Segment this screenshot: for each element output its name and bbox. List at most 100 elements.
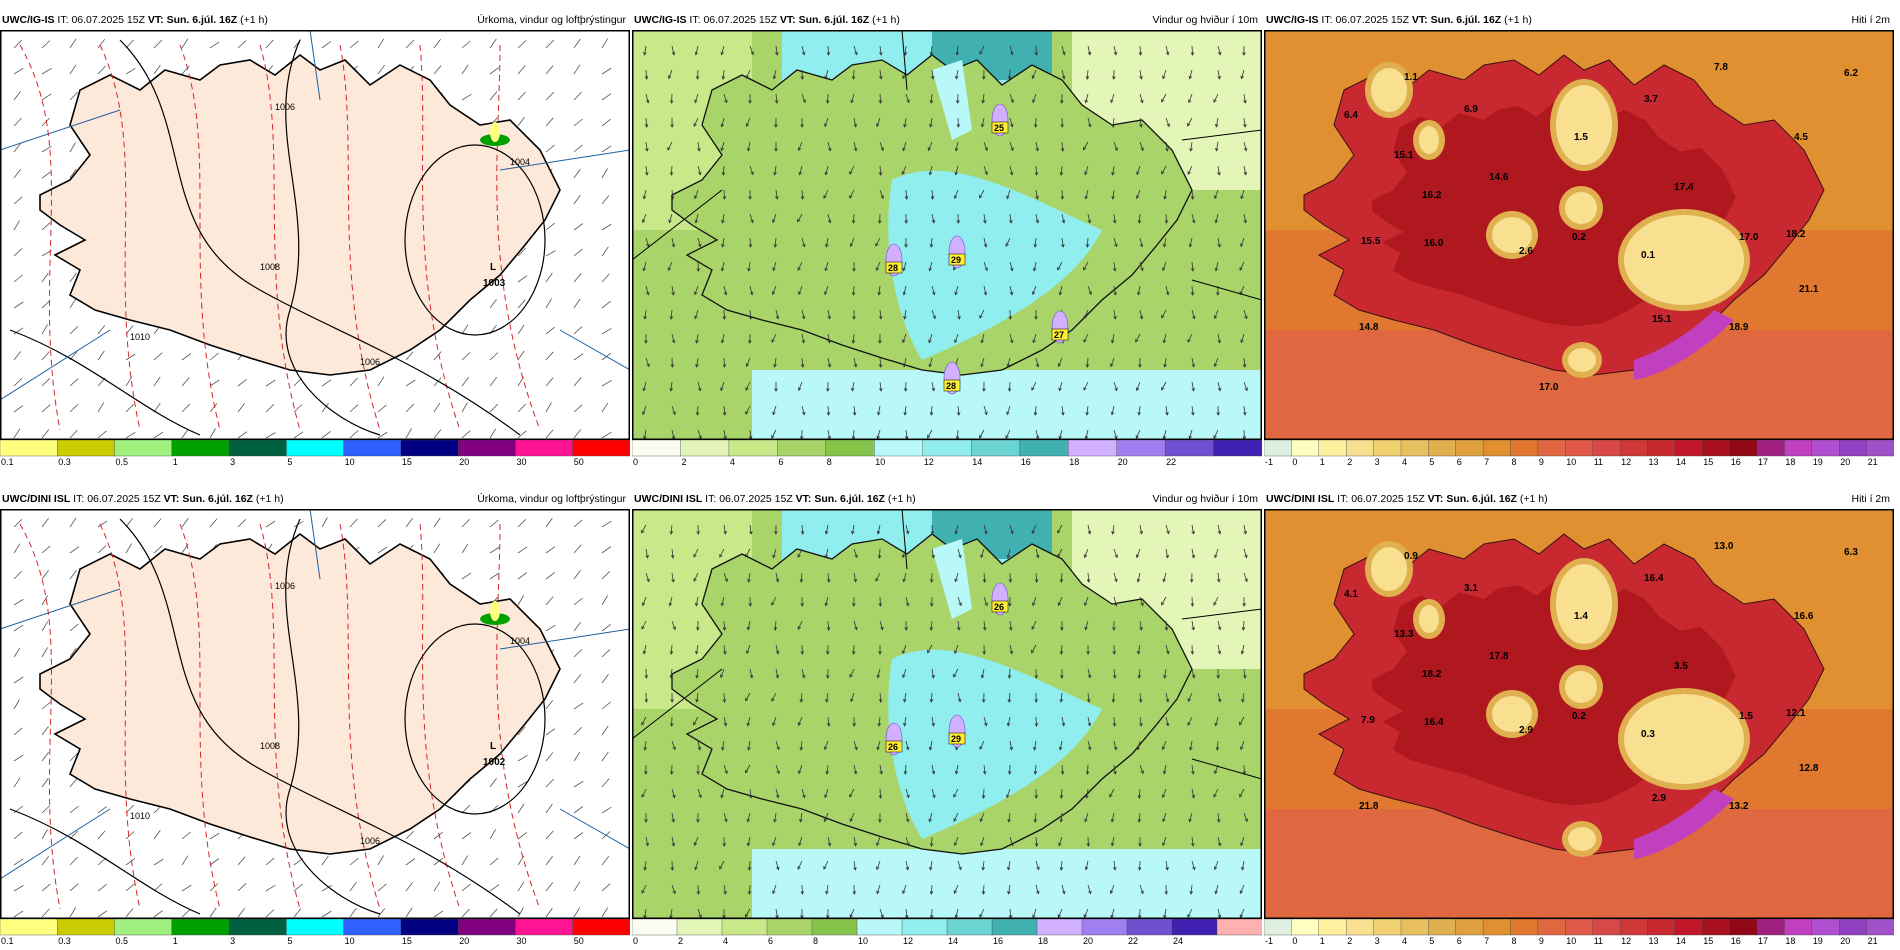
vt-label: VT: — [779, 14, 796, 26]
colorbar-swatch — [1482, 440, 1512, 457]
colorbar-tick-label: 10 — [1566, 457, 1576, 466]
vt-label: VT: — [1427, 493, 1444, 505]
colorbar-swatch — [1811, 919, 1840, 936]
colorbar-tick-label: 11 — [1594, 457, 1603, 466]
isobar-label: 1006 — [275, 581, 295, 591]
temp-label: 21.8 — [1359, 801, 1379, 812]
isobar-label: 1006 — [360, 836, 380, 846]
map-precip[interactable]: 1006 1004 1008 1006 1010 L 1003 — [0, 30, 630, 440]
vt-label: VT: — [163, 493, 180, 505]
isobars — [9, 39, 546, 436]
colorbar-swatch — [1126, 919, 1173, 936]
colorbar-swatch — [0, 919, 58, 936]
colorbar-tick-label: 2 — [682, 457, 687, 466]
gust-max-label: 28 — [888, 263, 898, 273]
vt-value: Sun. 6.júl. 16Z — [182, 493, 253, 505]
it-value: 06.07.2025 15Z — [719, 493, 793, 505]
colorbar-tick-label: 5 — [1429, 936, 1434, 945]
colorbar-tick-label: 18 — [1785, 936, 1795, 945]
colorbar-swatch — [400, 440, 459, 457]
colorbar-tick-label: 20 — [1083, 936, 1093, 945]
map-temp[interactable]: 1.1 7.8 6.2 6.4 6.9 3.7 1.5 4.5 15.1 14.6 16.2 17.4… — [1264, 30, 1894, 440]
colorbar-swatch — [1592, 440, 1621, 457]
colorbar-tick-label: 15 — [402, 457, 412, 466]
colorbar-tick-label: 3 — [230, 457, 235, 466]
colorbar: 0 2 4 6 8 10 12 14 16 18 20 22 24 — [632, 919, 1262, 945]
colorbar-tick-label: 17 — [1758, 457, 1768, 466]
map-wind[interactable]: 25 28 29 27 28 — [632, 30, 1262, 440]
colorbar-swatch — [1619, 440, 1649, 457]
colorbar-tick-label: 1 — [173, 936, 178, 945]
temp-label: 6.9 — [1464, 104, 1478, 115]
colorbar-swatch — [856, 919, 903, 936]
temp-label: 15.1 — [1652, 314, 1672, 325]
colorbar-swatch — [721, 919, 768, 936]
temp-label: 16.0 — [1424, 238, 1444, 249]
colorbar-swatch — [632, 919, 678, 936]
map-precip[interactable]: 1006 1004 1008 1006 1010 L 1002 — [0, 509, 630, 919]
map-frame — [1264, 509, 1894, 919]
colorbar-tick-label: 0 — [633, 936, 638, 945]
colorbar-swatch — [1068, 440, 1118, 457]
colorbar-tick-label: 18 — [1038, 936, 1048, 945]
colorbar-swatch — [1482, 919, 1512, 936]
map-frame — [0, 30, 630, 440]
colorbar-swatch — [1345, 440, 1375, 457]
colorbar-tick-label: 30 — [517, 936, 527, 945]
temp-label: 1.5 — [1739, 711, 1753, 722]
colorbar-tick-label: 0 — [1292, 457, 1297, 466]
colorbar-swatch — [1291, 440, 1320, 457]
colorbar-swatch — [680, 440, 730, 457]
colorbar-tick-label: 50 — [574, 457, 584, 466]
colorbar-swatch — [1811, 440, 1840, 457]
map-temp[interactable]: 0.9 13.0 6.3 4.1 3.1 16.4 1.4 16.6 13.3 17.8 18.2 3… — [1264, 509, 1894, 919]
temp-label: 0.1 — [1641, 250, 1655, 261]
colorbar-swatch — [676, 919, 723, 936]
colorbar-tick-label: 21 — [1868, 936, 1878, 945]
cold-highland — [1556, 85, 1612, 165]
vt-value: Sun. 6.júl. 16Z — [166, 14, 238, 26]
colorbar-tick-label: 12 — [903, 936, 913, 945]
colorbar-tick-label: 20 — [1840, 457, 1850, 466]
gust-max-label: 29 — [951, 734, 961, 744]
colorbar-swatch — [766, 919, 813, 936]
temp-label: 0.2 — [1572, 232, 1586, 243]
colorbar-tick-label: 14 — [948, 936, 958, 945]
colorbar-swatch — [458, 919, 517, 936]
vt-label: VT: — [1411, 14, 1428, 26]
colorbar-tick-label: 8 — [1512, 457, 1517, 466]
colorbar-tick-label: 14 — [1676, 457, 1686, 466]
map-panel-p5: UWC/DINI ISL IT: 06.07.2025 15Z VT: Sun.… — [632, 487, 1262, 947]
temp-label: 7.9 — [1361, 715, 1375, 726]
colorbar-tick-label: 16 — [1021, 457, 1031, 466]
colorbar-swatch — [1619, 919, 1649, 936]
colorbar-tick-label: 22 — [1166, 457, 1176, 466]
temp-label: 17.8 — [1489, 651, 1509, 662]
colorbar-tick-label: 8 — [813, 936, 818, 945]
temp-label: 14.8 — [1359, 322, 1379, 333]
temp-label: 6.3 — [1844, 547, 1858, 558]
temp-label: 16.2 — [1422, 190, 1442, 201]
panel-run-info: UWC/DINI ISL IT: 06.07.2025 15Z VT: Sun.… — [1266, 493, 1548, 505]
colorbar-swatch — [0, 440, 58, 457]
isobars — [9, 518, 546, 915]
cold-highland — [1371, 547, 1407, 591]
cold-highland — [1492, 696, 1532, 732]
colorbar-tick-label: 0.3 — [58, 936, 71, 945]
cold-highland — [1568, 348, 1596, 372]
colorbar-swatch — [811, 919, 858, 936]
cold-highland — [1568, 827, 1596, 851]
lead-time: (+1 h) — [872, 14, 900, 26]
isobar-label: 1004 — [510, 636, 530, 646]
model-name: UWC/IG-IS — [2, 14, 55, 26]
low-pressure-letter: L — [490, 262, 496, 273]
map-frame — [1264, 30, 1894, 440]
lead-time: (+1 h) — [887, 493, 916, 505]
colorbar-tick-label: 12 — [924, 457, 934, 466]
colorbar-swatch — [1510, 440, 1539, 457]
map-wind[interactable]: 26 26 29 — [632, 509, 1262, 919]
warm-coast-patch — [1634, 789, 1734, 859]
isobar-label: 1006 — [275, 102, 295, 112]
temp-label: 0.3 — [1641, 729, 1655, 740]
colorbar-tick-label: 4 — [723, 936, 728, 945]
